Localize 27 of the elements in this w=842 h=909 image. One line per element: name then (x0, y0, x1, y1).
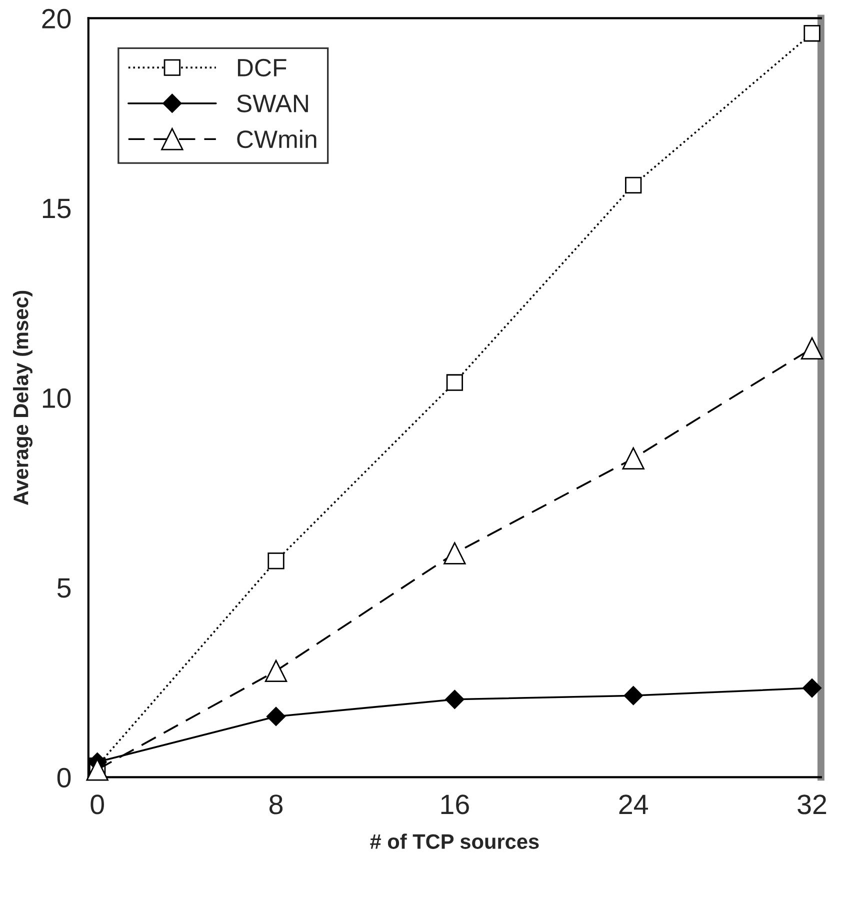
x-tick-label: 24 (619, 794, 648, 814)
point (625, 176, 642, 194)
y-tick-label: 20 (42, 8, 71, 29)
x-tick-label: 8 (269, 794, 283, 814)
point (266, 706, 286, 726)
point (800, 337, 824, 360)
point (802, 678, 822, 698)
x-tick-label: 32 (798, 794, 826, 814)
point (264, 660, 288, 682)
point (624, 686, 643, 706)
point (268, 552, 284, 570)
point (444, 542, 466, 564)
legend-label: DCF (238, 58, 286, 77)
legend-label: SWAN (237, 94, 308, 112)
y-tick-label: 0 (57, 768, 71, 788)
y-tick-label: 10 (42, 388, 71, 408)
y-tick-label: 15 (42, 198, 71, 218)
point (622, 447, 644, 470)
x-tick-label: 16 (441, 794, 469, 814)
y-tick-label: 5 (57, 578, 71, 598)
point (446, 374, 464, 391)
point (804, 25, 820, 42)
legend-label: CWmin (237, 130, 316, 148)
x-tick-label: 0 (90, 794, 104, 814)
x-axis-title: # of TCP sources (370, 834, 539, 849)
point (445, 690, 464, 709)
y-axis-title: Average Delay (msec) (13, 290, 33, 506)
